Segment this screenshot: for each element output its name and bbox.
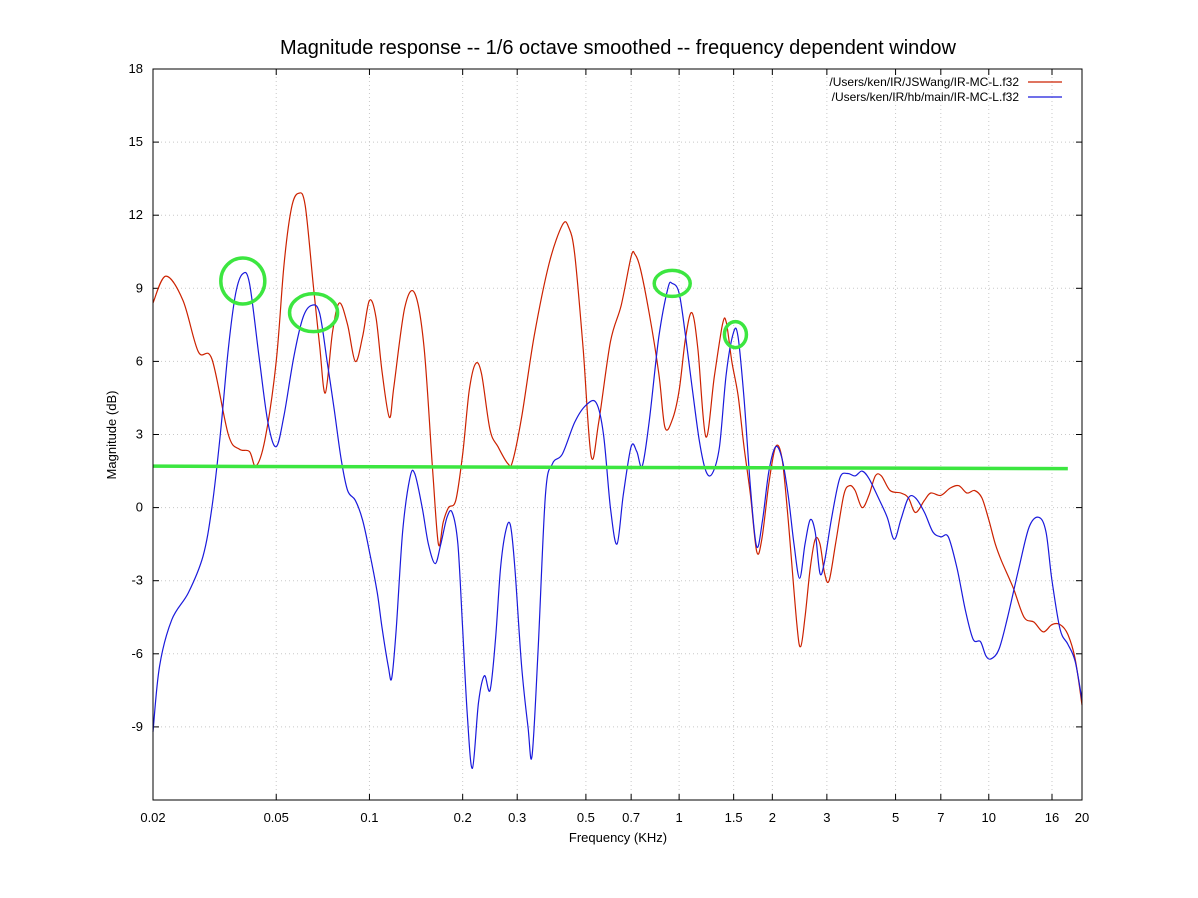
y-axis-label: Magnitude (dB) (104, 391, 119, 480)
x-tick-label: 0.1 (360, 810, 378, 825)
series-line-2 (152, 271, 1083, 769)
x-tick-label: 0.02 (140, 810, 165, 825)
y-tick-label: 9 (136, 280, 143, 295)
x-tick-label: 5 (892, 810, 899, 825)
x-tick-label: 0.5 (577, 810, 595, 825)
y-tick-label: 18 (129, 61, 143, 76)
y-tick-label: -9 (131, 719, 143, 734)
x-tick-label: 3 (823, 810, 830, 825)
y-tick-label: 3 (136, 427, 143, 442)
plot-area-border (152, 68, 1083, 801)
x-tick-label: 10 (982, 810, 996, 825)
y-tick-label: 12 (129, 207, 143, 222)
x-tick-label: 16 (1045, 810, 1059, 825)
x-tick-label: 20 (1075, 810, 1089, 825)
y-tick-label: 6 (136, 353, 143, 368)
highlight-circle (652, 268, 692, 299)
legend: /Users/ken/IR/JSWang/IR-MC-L.f32/Users/k… (829, 75, 1062, 104)
y-tick-label: -6 (131, 646, 143, 661)
axis-ticks: 0.02 0.05 0.1 0.2 0.3 0.5 0.7 1 1.5 2 3 5 7 10 16 20 -9 -… (129, 61, 1090, 825)
x-tick-label: 7 (937, 810, 944, 825)
legend-entry-label: /Users/ken/IR/JSWang/IR-MC-L.f32 (829, 75, 1019, 89)
highlight-circle (722, 319, 749, 350)
x-axis-label: Frequency (KHz) (569, 830, 667, 845)
annotations (152, 256, 1068, 471)
highlight-circle (219, 256, 267, 306)
x-tick-label: 1.5 (725, 810, 743, 825)
x-tick-label: 0.05 (264, 810, 289, 825)
series-lines (152, 192, 1083, 769)
reference-line (152, 464, 1068, 471)
x-tick-label: 0.2 (454, 810, 472, 825)
x-tick-label: 2 (769, 810, 776, 825)
x-tick-label: 0.7 (622, 810, 640, 825)
highlight-circle (287, 291, 340, 334)
chart-title: Magnitude response -- 1/6 octave smoothe… (280, 37, 957, 59)
legend-entry-label: /Users/ken/IR/hb/main/IR-MC-L.f32 (832, 90, 1020, 104)
series-line-1 (152, 192, 1083, 706)
y-tick-label: 15 (129, 134, 143, 149)
x-tick-label: 0.3 (508, 810, 526, 825)
x-tick-label: 1 (675, 810, 682, 825)
y-tick-label: -3 (131, 573, 143, 588)
grid (153, 69, 1082, 800)
y-tick-label: 0 (136, 500, 143, 515)
